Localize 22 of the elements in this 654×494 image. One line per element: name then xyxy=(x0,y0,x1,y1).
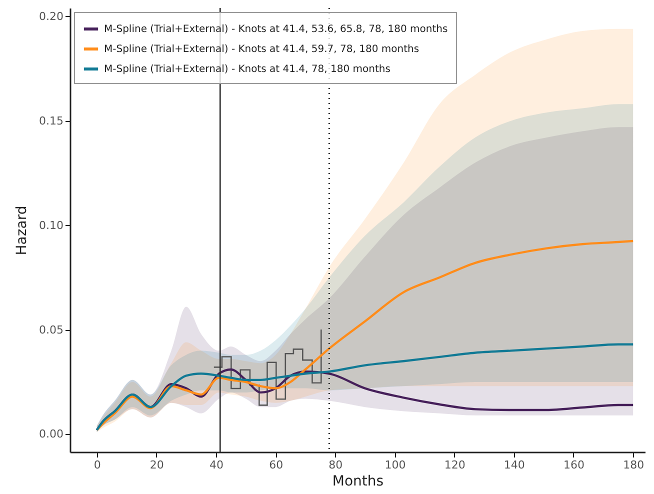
x-axis-title: Months xyxy=(332,474,384,490)
legend-label: M-Spline (Trial+External) - Knots at 41.4, 59.7, 78, 180 months xyxy=(104,44,420,55)
y-tick-label: 0.05 xyxy=(39,323,64,336)
y-axis-title: Hazard xyxy=(14,206,30,256)
line-series xyxy=(96,240,634,432)
x-tick-label: 180 xyxy=(623,458,644,472)
y-tick-label: 0.20 xyxy=(39,10,64,23)
x-tick-label: 140 xyxy=(504,458,525,472)
x-tick-label: 120 xyxy=(444,458,466,472)
x-tick-label: 80 xyxy=(328,458,343,472)
x-tick-label: 160 xyxy=(563,458,584,472)
y-tick-label: 0.15 xyxy=(39,114,64,128)
x-tick-label: 100 xyxy=(384,458,406,472)
x-tick-label: 0 xyxy=(94,458,101,472)
x-tick-label: 20 xyxy=(150,458,164,472)
legend-label: M-Spline (Trial+External) - Knots at 41.4, 78, 180 months xyxy=(104,64,390,75)
legend-label: M-Spline (Trial+External) - Knots at 41.4, 53.6, 65.8, 78, 180 months xyxy=(104,24,448,35)
line-series xyxy=(96,343,634,432)
x-tick-label: 40 xyxy=(209,458,224,472)
x-tick-label: 60 xyxy=(269,458,284,472)
y-tick-label: 0.10 xyxy=(39,218,64,232)
y-tick-label: 0.00 xyxy=(39,428,64,441)
